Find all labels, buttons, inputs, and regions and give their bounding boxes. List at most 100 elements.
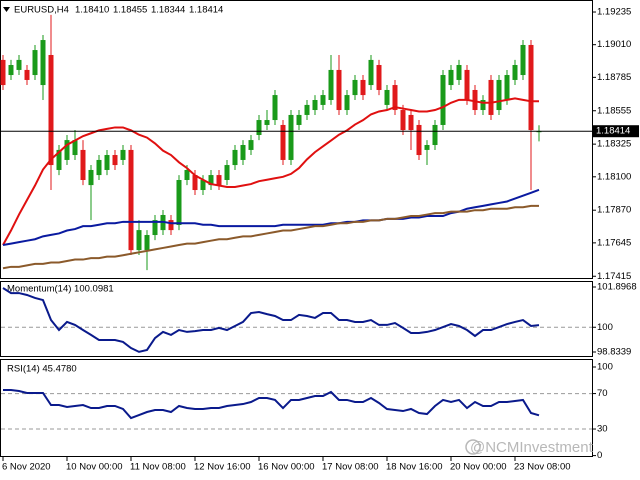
x-tick-label: 6 Nov 2020 (2, 462, 51, 473)
candle-body (168, 220, 174, 231)
candle-body (504, 75, 510, 101)
candle-body (264, 120, 270, 125)
candle-body (152, 220, 158, 236)
candle-body (40, 40, 46, 86)
candle-body (128, 149, 134, 251)
y-tick-label: 1.18785 (597, 72, 631, 83)
candle-body (280, 124, 286, 160)
candle-body (368, 59, 374, 86)
candle-body (344, 95, 350, 111)
candle-body (336, 69, 342, 111)
y-tick-label: 1.18555 (597, 105, 631, 116)
candle-body (32, 50, 38, 76)
candle-body (376, 65, 382, 90)
last-price-label: 1.18414 (596, 126, 630, 137)
line-series (2, 204, 539, 270)
y-tick-label: 100 (597, 362, 613, 373)
candle-body (440, 75, 446, 125)
menu-arrow (3, 7, 10, 12)
x-tick-label: 11 Nov 08:00 (130, 462, 186, 473)
candle-body (400, 110, 406, 131)
y-tick-label: 101.8968 (597, 282, 637, 293)
candle-body (528, 44, 534, 131)
candle-body (232, 149, 238, 166)
main-frame (0, 0, 593, 279)
y-tick-label: 1.17415 (597, 271, 631, 282)
y-tick-label: 1.18325 (597, 139, 631, 150)
quote-low: 1.18344 (151, 5, 185, 16)
candle-body (256, 120, 262, 135)
rsi-title: RSI(14) 45.4780 (7, 364, 77, 375)
candle-body (448, 69, 454, 86)
x-tick-label: 18 Nov 16:00 (386, 462, 443, 473)
momentum-frame (0, 281, 593, 357)
candle-body (136, 230, 142, 251)
y-tick-label: 1.17870 (597, 205, 631, 216)
candle-body (512, 65, 518, 80)
x-tick-label: 17 Nov 08:00 (322, 462, 379, 473)
watermark: @NCMInvestment (470, 439, 594, 456)
candle-body (472, 89, 478, 111)
candle-body (56, 149, 62, 170)
candle-body (0, 59, 6, 86)
candle-body (208, 175, 214, 186)
line-series (3, 389, 540, 420)
y-tick-label: 0 (597, 450, 602, 461)
candle-body (224, 165, 230, 180)
candle-body (120, 149, 126, 160)
y-tick-label: 1.18100 (597, 171, 631, 182)
candle-body (184, 169, 190, 180)
y-tick-label: 70 (597, 388, 608, 399)
candle-body (424, 145, 430, 150)
candle-body (384, 89, 390, 105)
symbol-title: EURUSD,H4 (14, 5, 69, 16)
rsi-frame (0, 359, 593, 457)
candle-body (288, 114, 294, 160)
y-tick-label: 1.17645 (597, 237, 631, 248)
x-tick-label: 20 Nov 00:00 (450, 462, 507, 473)
x-tick-label: 12 Nov 16:00 (194, 462, 251, 473)
candle-body (144, 235, 150, 251)
y-tick-label: 100 (597, 322, 613, 333)
candle-body (312, 100, 318, 111)
candle-body (176, 179, 182, 226)
y-tick-label: 30 (597, 424, 608, 435)
candle-body (416, 124, 422, 156)
x-tick-label: 10 Nov 00:00 (66, 462, 123, 473)
candle-body (456, 65, 462, 80)
quote-open: 1.18410 (75, 5, 109, 16)
candle-body (392, 85, 398, 111)
candle-body (88, 169, 94, 186)
candle-body (296, 114, 302, 125)
candle-body (64, 140, 70, 160)
y-tick-label: 98.8339 (597, 347, 631, 358)
candle-body (8, 65, 14, 76)
candle-body (520, 44, 526, 76)
candle-body (408, 114, 414, 131)
candle-body (24, 69, 30, 80)
candle-body (96, 159, 102, 176)
candle-body (240, 145, 246, 160)
quote-close: 1.18414 (189, 5, 223, 16)
candle-body (216, 175, 222, 186)
candle-body (328, 69, 334, 101)
watermark-icon (465, 439, 481, 455)
candle-body (432, 124, 438, 146)
candle-body (360, 79, 366, 96)
candle-body (200, 179, 206, 191)
line-series (2, 188, 540, 247)
candle-body (80, 149, 86, 180)
candle-body (496, 79, 502, 111)
candle-body (192, 175, 198, 191)
candle-body (304, 104, 310, 115)
x-tick-label: 16 Nov 00:00 (258, 462, 315, 473)
line-series (2, 287, 540, 353)
line-series (2, 97, 539, 246)
candle-body (464, 69, 470, 101)
candle-body (16, 59, 22, 70)
candle-body (72, 140, 78, 156)
y-tick-label: 1.19010 (597, 39, 631, 50)
y-tick-label: 1.19235 (597, 7, 631, 18)
candle-body (248, 140, 254, 150)
